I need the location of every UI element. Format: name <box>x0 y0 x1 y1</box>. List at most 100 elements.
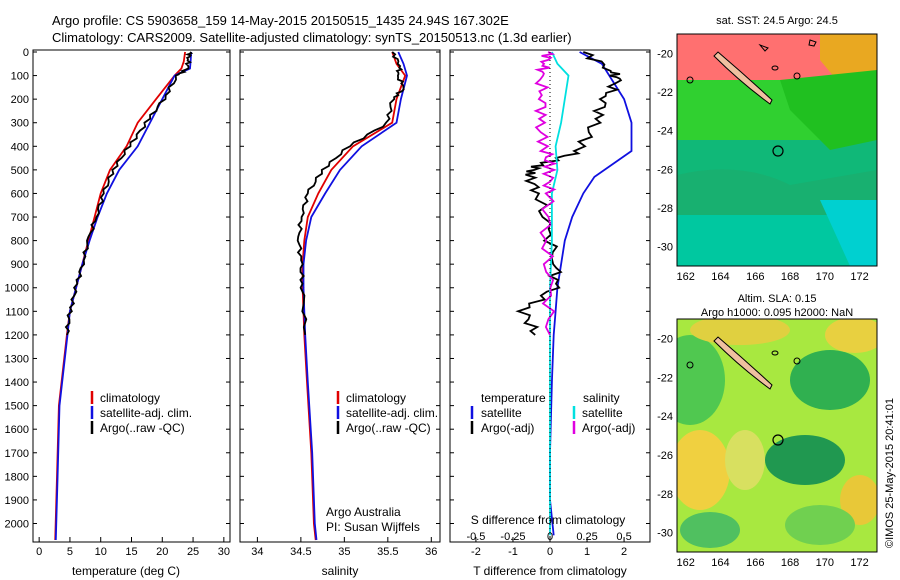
lat-tick-label: -22 <box>657 87 673 99</box>
depth-tick-label: 1800 <box>5 471 29 483</box>
legend-label: Argo(-adj) <box>582 421 635 435</box>
lat-tick-label: -30 <box>657 242 673 254</box>
difference-legend: temperature salinity satellite Argo(-adj… <box>470 391 635 435</box>
legend-label: climatology <box>100 391 160 405</box>
x-tick-label: -2 <box>471 546 481 558</box>
sla-map-title2: Argo h1000: 0.095 h2000: NaN <box>701 307 853 319</box>
x-tick-label: 0 <box>547 546 553 558</box>
legend-label: satellite-adj. clim. <box>100 406 192 420</box>
legend-label: Argo(..raw -QC) <box>346 421 431 435</box>
temperature-lines <box>54 51 194 541</box>
difference-toplabel: S difference from climatology <box>471 513 626 527</box>
salinity-lines <box>296 51 408 541</box>
legend-label: satellite-adj. clim. <box>346 406 438 420</box>
series-line <box>302 51 408 541</box>
lon-tick-label: 170 <box>816 557 834 569</box>
lat-tick-label: -24 <box>657 411 673 423</box>
depth-tick-label: 1400 <box>5 377 29 389</box>
s-tick-label: 0 <box>547 531 553 543</box>
depth-tick-label: 900 <box>11 259 29 271</box>
depth-tick-label: 2000 <box>5 518 29 530</box>
lon-tick-label: 162 <box>677 271 695 283</box>
depth-tick-label: 1900 <box>5 495 29 507</box>
x-tick-label: 35.5 <box>377 546 398 558</box>
x-tick-label: 1 <box>584 546 590 558</box>
salinity-note2: PI: Susan Wijffels <box>326 520 420 534</box>
depth-tick-label: 1500 <box>5 401 29 413</box>
lat-tick-label: -22 <box>657 372 673 384</box>
depth-tick-label: 400 <box>11 141 29 153</box>
lat-tick-label: -28 <box>657 489 673 501</box>
lat-tick-label: -30 <box>657 528 673 540</box>
legend-title-salinity: salinity <box>583 391 620 405</box>
lat-tick-label: -26 <box>657 450 673 462</box>
series-line <box>515 51 623 336</box>
x-tick-label: 34 <box>251 546 263 558</box>
legend-label: climatology <box>346 391 406 405</box>
salinity-note1: Argo Australia <box>326 505 401 519</box>
x-tick-label: 0 <box>36 546 42 558</box>
lon-tick-label: 172 <box>850 557 868 569</box>
series-line <box>296 51 405 336</box>
depth-tick-label: 800 <box>11 236 29 248</box>
sst-map <box>677 34 877 266</box>
depth-tick-label: 1700 <box>5 448 29 460</box>
lat-tick-label: -20 <box>657 48 673 60</box>
legend-label: Argo(..raw -QC) <box>100 421 185 435</box>
difference-xlabel: T difference from climatology <box>473 564 627 578</box>
x-tick-label: 2 <box>621 546 627 558</box>
x-tick-label: -1 <box>508 546 518 558</box>
lon-tick-label: 166 <box>746 557 764 569</box>
sst-map-frame <box>676 33 878 267</box>
lon-tick-label: 168 <box>781 557 799 569</box>
series-line <box>533 51 558 336</box>
header-line1: Argo profile: CS 5903658_159 14-May-2015… <box>52 13 509 28</box>
depth-tick-label: 100 <box>11 71 29 83</box>
depth-tick-label: 200 <box>11 94 29 106</box>
difference-lines <box>515 51 633 536</box>
x-tick-label: 5 <box>67 546 73 558</box>
lon-tick-label: 164 <box>711 271 729 283</box>
lat-tick-label: -28 <box>657 203 673 215</box>
x-tick-label: 34.5 <box>290 546 311 558</box>
x-tick-label: 36 <box>425 546 437 558</box>
depth-tick-label: 1300 <box>5 353 29 365</box>
depth-tick-label: 0 <box>23 47 29 59</box>
argo-location-marker <box>772 145 784 157</box>
temperature-panel <box>32 49 231 543</box>
depth-axis: 0 100 200 300 400 500 600 700 800 900 1000 1100 1200… <box>5 47 650 530</box>
lon-tick-label: 172 <box>850 271 868 283</box>
salinity-panel <box>239 49 441 543</box>
legend-label: satellite <box>582 406 623 420</box>
s-tick-label: 0.25 <box>576 531 597 543</box>
lat-tick-label: -26 <box>657 164 673 176</box>
depth-tick-label: 500 <box>11 165 29 177</box>
s-tick-label: 0.5 <box>616 531 631 543</box>
x-axis-ticks: 0 5 10 15 20 25 30 34 34.5 35 35.5 36 -2 -1 0 1 2 -0.5 -0.… <box>36 531 632 558</box>
temperature-legend: climatology satellite-adj. clim. Argo(..… <box>90 391 192 435</box>
map-axis-ticks: 162 164 166 168 170 172 -20 -22 -24 -26 -28 -30 162 1… <box>657 48 869 569</box>
sla-map <box>677 319 877 552</box>
x-tick-label: 10 <box>95 546 107 558</box>
sla-map-frame <box>676 318 878 553</box>
lat-tick-label: -24 <box>657 126 673 138</box>
lat-tick-label: -20 <box>657 333 673 345</box>
depth-tick-label: 1600 <box>5 424 29 436</box>
depth-tick-label: 1100 <box>5 306 29 318</box>
salinity-xlabel: salinity <box>322 564 359 578</box>
s-tick-label: -0.5 <box>466 531 485 543</box>
x-tick-label: 35 <box>338 546 350 558</box>
x-tick-label: 15 <box>125 546 137 558</box>
depth-tick-label: 600 <box>11 188 29 200</box>
depth-tick-label: 1000 <box>5 283 29 295</box>
sla-map-title1: Altim. SLA: 0.15 <box>738 293 817 305</box>
header-line2: Climatology: CARS2009. Satellite-adjuste… <box>52 30 572 45</box>
depth-tick-label: 300 <box>11 118 29 130</box>
lon-tick-label: 170 <box>816 271 834 283</box>
temperature-xlabel: temperature (deg C) <box>72 564 180 578</box>
lon-tick-label: 162 <box>677 557 695 569</box>
series-line <box>64 51 194 336</box>
series-line <box>549 51 633 536</box>
